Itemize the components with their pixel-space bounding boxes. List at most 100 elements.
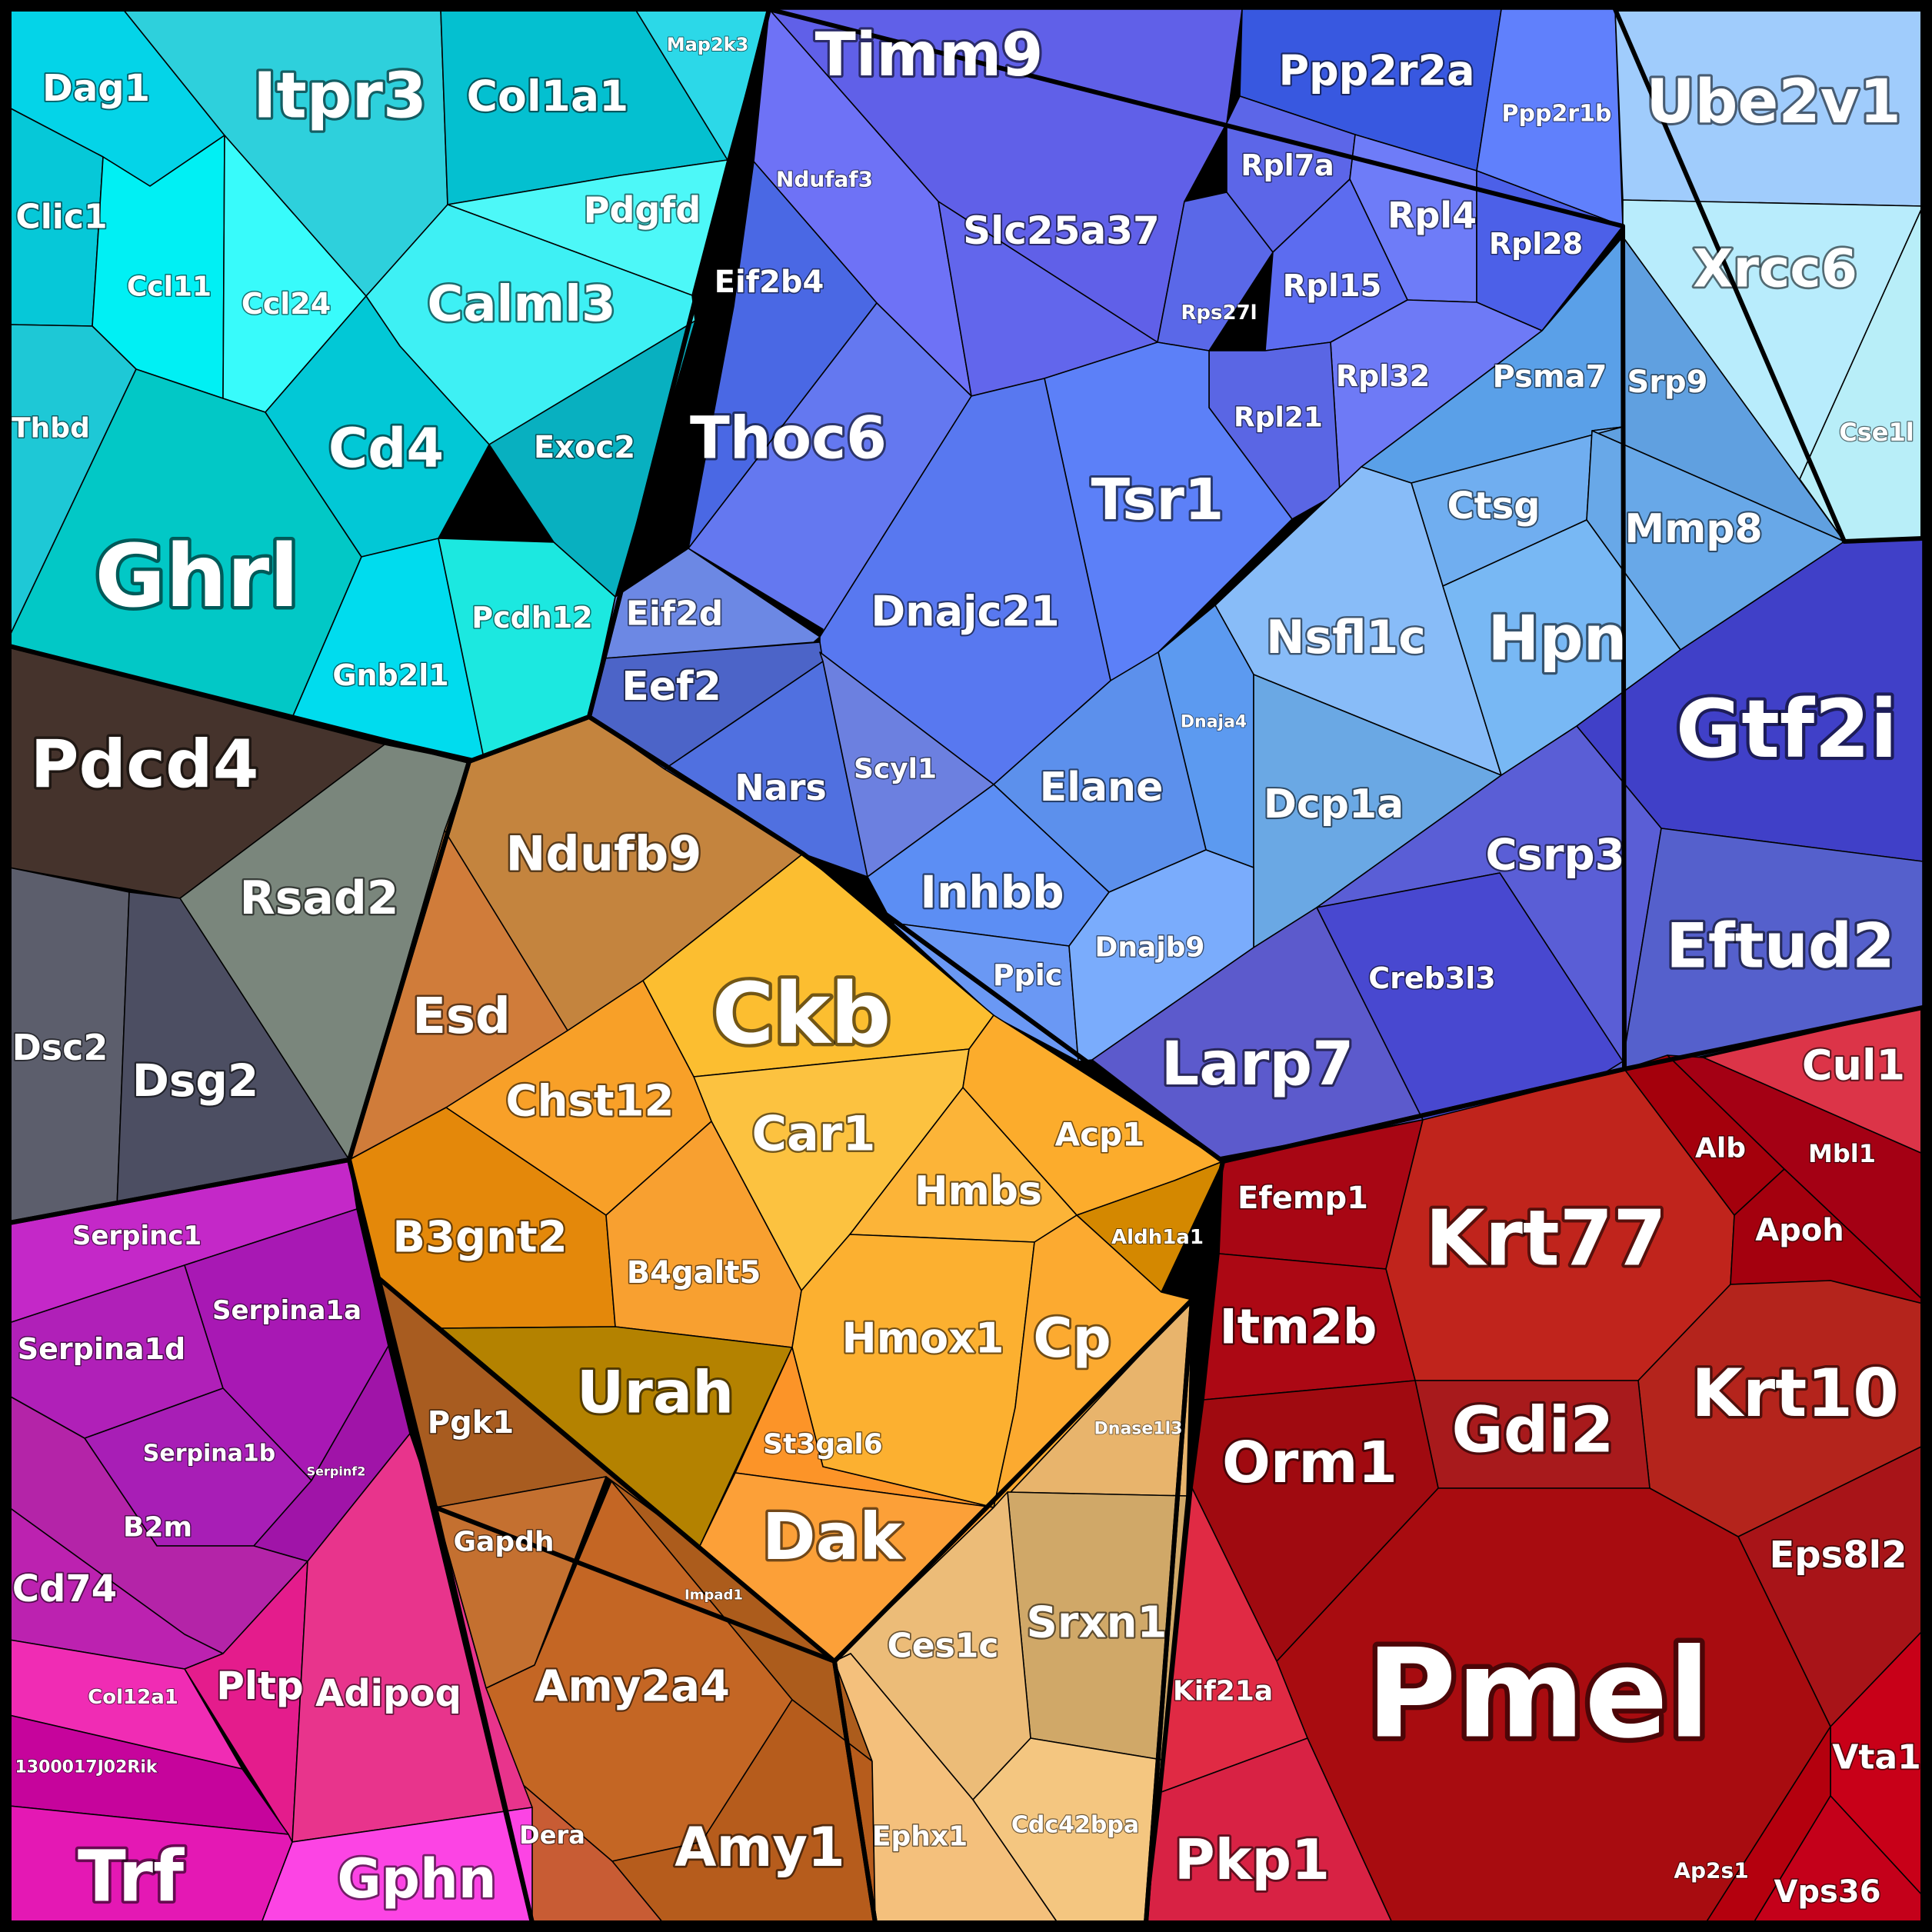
label-serpinc1: Serpinc1: [72, 1221, 202, 1251]
label-pltp: Pltp: [216, 1664, 303, 1708]
label-col1a1: Col1a1: [467, 72, 629, 121]
label-ghrl: Ghrl: [95, 527, 298, 627]
label-timm9: Timm9: [815, 21, 1044, 90]
label-gnb2l1: Gnb2l1: [332, 658, 448, 692]
label-eif2b4: Eif2b4: [715, 265, 824, 300]
label-trf: Trf: [78, 1836, 185, 1918]
label-ccl24: Ccl24: [242, 287, 331, 321]
label-ephx1: Ephx1: [872, 1821, 968, 1853]
label-itm2b: Itm2b: [1220, 1299, 1377, 1355]
label-serpina1a: Serpina1a: [212, 1295, 361, 1326]
label-impad1: Impad1: [685, 1587, 743, 1604]
label-dsg2: Dsg2: [132, 1054, 259, 1107]
label-nsfl1c: Nsfl1c: [1266, 611, 1426, 665]
label-layer: Dag1 Itpr3 Col1a1 Map2k3 Clic1 Ccl11 Ccl24 Pdgf…: [11, 18, 1923, 1920]
label-vta1: Vta1: [1832, 1738, 1920, 1777]
label-vps36: Vps36: [1774, 1874, 1880, 1910]
label-dag1: Dag1: [42, 67, 150, 110]
label-mmp8: Mmp8: [1624, 506, 1762, 552]
label-amy2a4: Amy2a4: [535, 1662, 730, 1712]
label-ppp2r1b: Ppp2r1b: [1502, 101, 1612, 128]
cell-hmox1: [791, 1234, 1035, 1508]
label-ndufaf3: Ndufaf3: [776, 167, 873, 192]
label-dsc2: Dsc2: [12, 1027, 108, 1068]
label-pmel: Pmel: [1366, 1622, 1710, 1766]
label-eif2d: Eif2d: [626, 595, 723, 634]
label-ces1c: Ces1c: [887, 1627, 998, 1666]
label-ppp2r2a: Ppp2r2a: [1278, 47, 1474, 95]
label-thoc6: Thoc6: [690, 404, 887, 472]
label-calml3: Calml3: [427, 276, 615, 333]
label-eps8l2: Eps8l2: [1770, 1534, 1907, 1577]
label-cse1l: Cse1l: [1839, 418, 1914, 447]
label-srxn1: Srxn1: [1027, 1598, 1168, 1648]
label-map2k3: Map2k3: [667, 34, 749, 55]
label-cul1: Cul1: [1802, 1041, 1905, 1090]
label-1300017j02rik: 1300017J02Rik: [15, 1758, 158, 1777]
cell-rps27l: [1157, 192, 1274, 351]
label-itpr3: Itpr3: [253, 60, 427, 133]
label-acp1: Acp1: [1055, 1116, 1145, 1154]
label-urah: Urah: [577, 1358, 734, 1427]
label-creb3l3: Creb3l3: [1368, 961, 1496, 995]
label-elane: Elane: [1040, 764, 1164, 811]
label-ccl11: Ccl11: [127, 271, 212, 303]
label-thbd: Thbd: [12, 413, 90, 445]
cell-dnajb9: [1068, 849, 1254, 1062]
label-eef2: Eef2: [621, 664, 721, 710]
label-ppic: Ppic: [993, 958, 1063, 992]
label-dcp1a: Dcp1a: [1264, 781, 1404, 828]
label-krt77: Krt77: [1425, 1194, 1667, 1284]
label-chst12: Chst12: [506, 1077, 675, 1127]
label-krt10: Krt10: [1691, 1355, 1899, 1432]
label-amy1: Amy1: [675, 1816, 844, 1879]
label-b2m: B2m: [123, 1512, 192, 1544]
label-rpl4: Rpl4: [1387, 195, 1477, 236]
label-apoh: Apoh: [1755, 1213, 1844, 1248]
label-tsr1: Tsr1: [1091, 467, 1224, 533]
label-mbl1: Mbl1: [1808, 1139, 1876, 1168]
label-st3gal6: St3gal6: [763, 1429, 883, 1461]
cell-eftud2: [1591, 828, 1924, 1081]
label-ndufb9: Ndufb9: [506, 826, 702, 882]
label-clic1: Clic1: [15, 198, 107, 237]
label-orm1: Orm1: [1222, 1430, 1397, 1496]
label-scyl1: Scyl1: [854, 754, 937, 785]
label-serpina1b: Serpina1b: [143, 1441, 275, 1467]
label-adipoq: Adipoq: [315, 1672, 461, 1715]
label-gphn: Gphn: [337, 1847, 496, 1910]
label-rsad2: Rsad2: [239, 871, 398, 925]
label-b4galt5: B4galt5: [627, 1255, 761, 1291]
label-rpl15: Rpl15: [1283, 268, 1382, 304]
label-cd4: Cd4: [328, 417, 444, 480]
label-gapdh: Gapdh: [453, 1527, 554, 1558]
label-psma7: Psma7: [1493, 359, 1607, 395]
label-b3gnt2: B3gnt2: [392, 1213, 567, 1263]
label-ckb: Ckb: [712, 964, 891, 1063]
label-car1: Car1: [751, 1106, 875, 1162]
label-hmox1: Hmox1: [842, 1314, 1004, 1363]
label-dnajc21: Dnajc21: [871, 588, 1059, 636]
label-cd74: Cd74: [12, 1567, 117, 1611]
label-col12a1: Col12a1: [88, 1686, 178, 1709]
label-alb: Alb: [1695, 1133, 1746, 1164]
label-cp: Cp: [1033, 1307, 1111, 1370]
label-rpl7a: Rpl7a: [1241, 148, 1334, 182]
label-slc25a37: Slc25a37: [963, 208, 1160, 253]
label-pdcd4: Pdcd4: [31, 726, 259, 803]
label-serpinf2: Serpinf2: [307, 1464, 366, 1479]
label-hmbs: Hmbs: [914, 1168, 1042, 1214]
label-ube2v1: Ube2v1: [1646, 68, 1900, 137]
label-pcdh12: Pcdh12: [471, 601, 593, 635]
label-eftud2: Eftud2: [1666, 911, 1895, 982]
label-esd: Esd: [412, 988, 511, 1045]
label-efemp1: Efemp1: [1237, 1181, 1368, 1216]
label-dak: Dak: [762, 1499, 904, 1574]
label-dnajb9: Dnajb9: [1095, 932, 1205, 964]
label-pkp1: Pkp1: [1174, 1827, 1330, 1892]
label-rpl21: Rpl21: [1234, 402, 1323, 434]
label-ctsg: Ctsg: [1447, 485, 1540, 528]
label-pdgfd: Pdgfd: [584, 189, 701, 231]
